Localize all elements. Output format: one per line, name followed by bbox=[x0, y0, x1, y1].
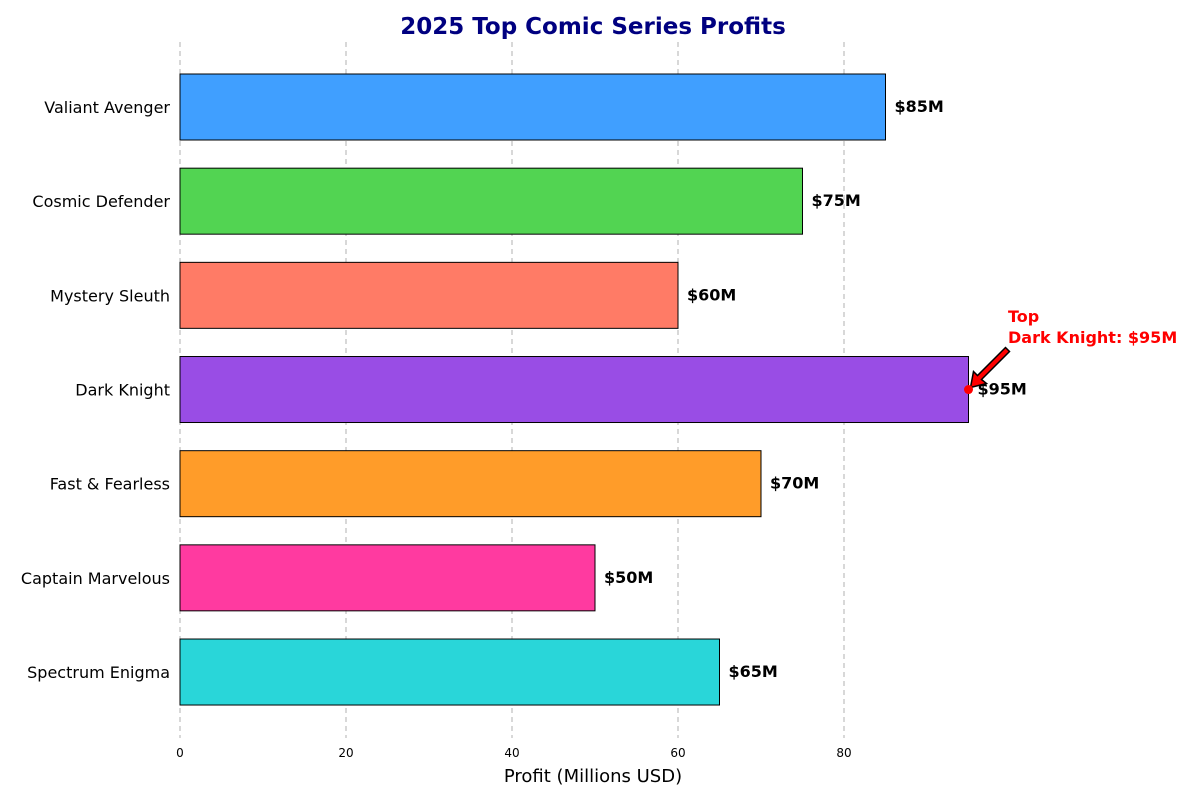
annotation-arrow bbox=[969, 346, 1011, 389]
bar bbox=[179, 544, 596, 612]
bar-value-label: $75M bbox=[812, 191, 861, 210]
bars bbox=[179, 73, 969, 706]
chart-title: 2025 Top Comic Series Profits bbox=[400, 14, 786, 40]
annotation-line-1: Top bbox=[1008, 307, 1039, 326]
value-labels: $85M $75M $60M $95M $70M $50M $65M bbox=[604, 97, 1027, 681]
bar-value-label: $95M bbox=[978, 380, 1027, 399]
x-tick-label: 0 bbox=[176, 746, 184, 760]
x-tick-label: 60 bbox=[670, 746, 685, 760]
annotation-line-2: Dark Knight: $95M bbox=[1008, 328, 1177, 347]
y-tick-labels: Valiant Avenger Cosmic Defender Mystery Sl… bbox=[21, 98, 171, 682]
x-tick-label: 20 bbox=[338, 746, 353, 760]
y-tick-label: Dark Knight bbox=[75, 381, 170, 400]
y-tick-label: Cosmic Defender bbox=[32, 192, 170, 211]
x-tick-label: 80 bbox=[836, 746, 851, 760]
x-axis-label: Profit (Millions USD) bbox=[504, 766, 682, 787]
x-tick-labels: 0 20 40 60 80 bbox=[176, 746, 851, 760]
bar-value-label: $60M bbox=[687, 285, 736, 304]
y-tick-label: Captain Marvelous bbox=[21, 569, 170, 588]
bar-value-label: $65M bbox=[729, 662, 778, 681]
y-tick-label: Valiant Avenger bbox=[44, 98, 170, 117]
bar-value-label: $85M bbox=[895, 97, 944, 116]
y-tick-label: Spectrum Enigma bbox=[27, 663, 170, 682]
bar-value-label: $70M bbox=[770, 474, 819, 493]
y-tick-label: Mystery Sleuth bbox=[50, 286, 170, 305]
x-tick-label: 40 bbox=[504, 746, 519, 760]
grid-lines bbox=[179, 42, 845, 738]
annotation-marker bbox=[964, 385, 973, 395]
bar bbox=[179, 73, 886, 141]
bar-value-label: $50M bbox=[604, 568, 653, 587]
top-annotation: Top Dark Knight: $95M bbox=[964, 307, 1177, 395]
bar bbox=[179, 450, 762, 518]
bar bbox=[179, 356, 969, 424]
y-tick-label: Fast & Fearless bbox=[50, 475, 170, 494]
bar bbox=[179, 261, 679, 329]
bar bbox=[179, 167, 803, 235]
bar bbox=[179, 638, 720, 706]
